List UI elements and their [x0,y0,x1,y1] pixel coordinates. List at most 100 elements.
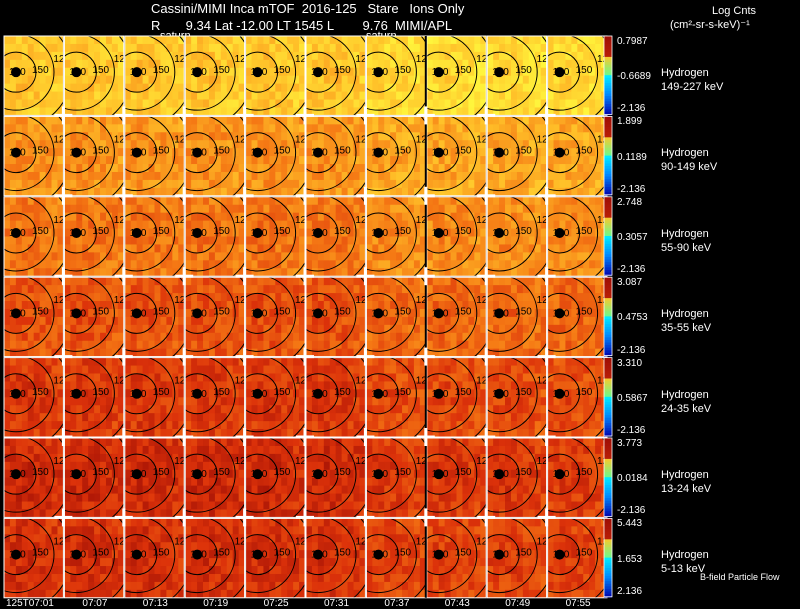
ring-label-180: 180 [130,148,147,159]
colorbar-max: 3.773 [617,438,643,449]
ring-label-12: 12 [597,456,609,467]
band-energy-range: 149-227 keV [661,81,724,93]
time-label: 07:55 [565,598,591,609]
energy-image-cell: 180 150 12 [305,115,366,197]
ring-label-12: 12 [597,215,609,226]
time-label: 07:49 [505,598,531,609]
ring-label-180: 180 [69,469,86,480]
ring-label-150: 150 [153,467,170,478]
energy-image-cell: 180 150 12 [63,276,125,358]
energy-image-cell: 180 150 12 [3,115,65,197]
ring-label-180: 180 [371,469,388,480]
orbit-info: R 9.34 Lat -12.00 LT 1545 L 9.76 MIMI/AP… [151,18,453,33]
units-subtitle: (cm²-sr-s-keV)⁻¹ [670,19,750,31]
ring-label-12: 12 [597,536,609,547]
ring-label-12: 12 [295,376,307,387]
energy-image-cell: 180 150 12 [305,357,367,438]
ring-label-150: 150 [455,65,472,76]
ring-label-180: 180 [432,308,449,319]
energy-image-cell: 180 150 12 [305,517,367,599]
energy-image-cell: 180 150 12 [124,357,185,438]
ring-label-180: 180 [311,148,328,159]
ring-label-180: 180 [432,228,449,239]
band-energy-range: 5-13 keV [661,563,706,576]
energy-image-cell: 180 150 12 [486,357,548,438]
ring-label-180: 180 [9,228,26,239]
ring-label-12: 12 [416,215,428,226]
ring-label-12: 12 [174,295,186,306]
ring-label-12: 12 [355,376,367,387]
energy-image-cell: 180 150 12 [486,517,548,599]
ring-label-180: 180 [553,228,570,239]
energy-image-cell: 180 150 12 [184,115,246,197]
ring-label-150: 150 [92,226,109,237]
ring-label-180: 180 [432,148,449,159]
ring-label-150: 150 [153,226,170,237]
ring-label-12: 12 [537,134,549,145]
energy-image-cell: 180 150 12 [245,35,306,116]
ring-label-180: 180 [371,228,388,239]
energy-image-cell: 180 150 12 [124,276,186,358]
ring-label-180: 180 [553,308,570,319]
ring-label-180: 180 [9,308,26,319]
ring-label-180: 180 [371,67,388,78]
energy-image-cell: 180 150 12 [63,517,125,599]
ring-label-12: 12 [597,134,609,145]
ring-label-180: 180 [251,148,268,159]
time-label: 07:31 [324,598,350,609]
colorbar-max: 3.310 [617,357,643,369]
ring-label-180: 180 [371,550,388,561]
ring-label-150: 150 [274,65,291,76]
colorbar-mid: 0.4753 [617,312,648,324]
ring-label-150: 150 [455,387,472,398]
colorbar [603,437,613,518]
ring-label-180: 180 [190,308,207,319]
ring-label-180: 180 [492,67,509,78]
ring-label-150: 150 [515,548,532,559]
ring-label-150: 150 [394,306,411,317]
ring-label-180: 180 [553,469,570,480]
ring-label-12: 12 [53,54,65,65]
ring-label-180: 180 [190,389,207,400]
energy-image-cell: 180 150 12 [184,517,246,599]
energy-image-cell: 180 150 12 [305,276,366,358]
energy-image-cell: 180 150 12 [365,196,428,277]
ring-label-180: 180 [69,550,86,561]
colorbar-min: -2.136 [617,344,646,356]
energy-image-cell: 180 150 12 [486,276,548,358]
energy-image-cell: 180 150 12 [124,35,185,116]
colorbar-min: -2.136 [617,425,646,436]
ring-label-150: 150 [455,467,472,478]
energy-image-cell: 180 150 12 [365,357,428,438]
band-species: Hydrogen [661,388,709,401]
ring-label-180: 180 [190,469,207,480]
ring-label-12: 12 [416,456,428,467]
time-label: 125T07:01 [6,598,54,609]
ring-label-150: 150 [274,387,291,398]
ring-label-12: 12 [355,536,367,547]
ring-label-12: 12 [53,536,65,547]
ring-label-150: 150 [576,548,593,559]
ring-label-12: 12 [53,134,65,145]
ring-label-150: 150 [32,146,49,157]
ring-label-150: 150 [92,467,109,478]
ring-label-150: 150 [515,65,532,76]
time-label: 07:07 [82,598,108,609]
ring-label-12: 12 [476,295,488,306]
ring-label-150: 150 [32,226,49,237]
ring-label-150: 150 [394,65,411,76]
time-label: 07:25 [263,598,289,609]
ring-label-180: 180 [9,148,26,159]
ring-label-180: 180 [190,550,207,561]
ring-label-12: 12 [416,376,428,387]
energy-image-cell: 180 150 12 [547,437,609,518]
ring-label-180: 180 [251,550,268,561]
band-species: Hydrogen [661,227,709,240]
ring-label-150: 150 [274,146,291,157]
ring-label-12: 12 [235,456,247,467]
ring-label-150: 150 [394,548,411,559]
ring-label-180: 180 [311,67,328,78]
energy-image-cell: 180 150 12 [3,517,65,599]
ring-label-150: 150 [213,306,230,317]
ring-label-12: 12 [416,295,428,306]
